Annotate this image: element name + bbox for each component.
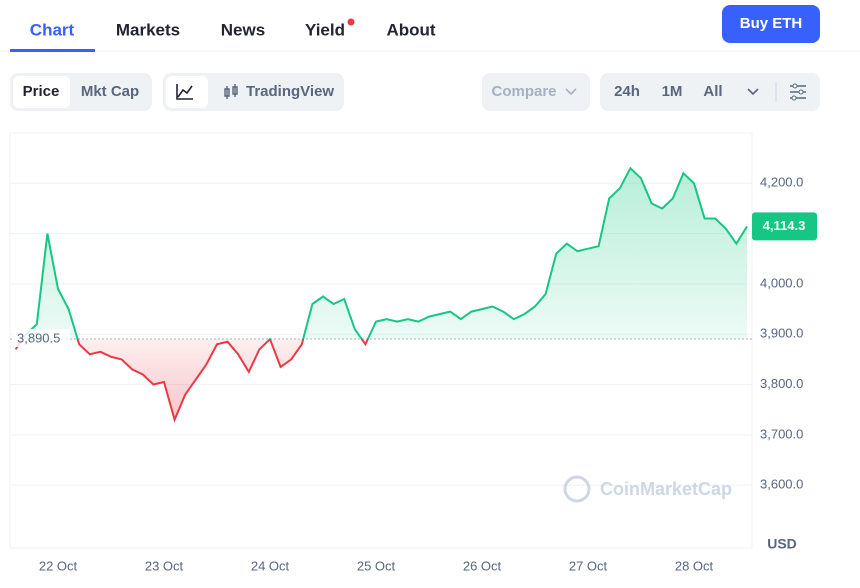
notification-dot <box>347 18 355 26</box>
plot-frame <box>9 132 753 549</box>
line-icon <box>176 84 193 100</box>
y-tick-label: 3,700.0 <box>760 426 803 441</box>
view-option[interactable]: Mkt Cap <box>81 83 139 100</box>
x-tick-label: 26 Oct <box>463 558 502 573</box>
price-tag-label: 4,114.3 <box>763 218 806 233</box>
y-tick-label: 3,800.0 <box>760 376 803 391</box>
x-tick-label: 28 Oct <box>675 558 714 573</box>
x-tick-label: 24 Oct <box>251 558 290 573</box>
y-tick-label: 3,900.0 <box>760 326 803 341</box>
nav-tab[interactable]: About <box>386 20 435 39</box>
nav-tab[interactable]: Markets <box>116 20 180 39</box>
settings-knob <box>792 83 798 89</box>
watermark-logo <box>563 475 591 503</box>
chart-type-toggle <box>163 73 344 111</box>
tab-underline <box>10 49 95 52</box>
chevron <box>565 88 577 96</box>
tradingview-option[interactable]: TradingView <box>246 83 334 100</box>
y-axis-unit: USD <box>767 536 797 552</box>
range-chevron[interactable] <box>747 88 759 96</box>
nav-tab[interactable]: News <box>221 20 265 39</box>
y-tick-label: 4,200.0 <box>760 175 803 190</box>
buy-button-label[interactable]: Buy ETH <box>740 15 803 32</box>
view-option[interactable]: Price <box>23 83 60 100</box>
watermark: CoinMarketCap <box>600 479 732 499</box>
view-selected <box>13 76 70 108</box>
price-tag <box>752 212 817 241</box>
price-area <box>15 168 748 420</box>
range-option[interactable]: 1M <box>662 83 683 100</box>
y-tick-label: 3,600.0 <box>760 477 803 492</box>
x-tick-label: 22 Oct <box>39 558 78 573</box>
baseline-label: 3,890.5 <box>17 330 60 345</box>
plot: 3,600.03,700.03,800.03,900.04,000.04,100… <box>10 166 817 573</box>
compare-label[interactable]: Compare <box>491 83 556 100</box>
x-tick-label: 23 Oct <box>145 558 184 573</box>
y-tick-label: 4,000.0 <box>760 275 803 290</box>
price-line <box>14 166 748 423</box>
x-tick-label: 27 Oct <box>569 558 608 573</box>
nav-tab[interactable]: Yield <box>305 20 345 39</box>
x-tick-label: 25 Oct <box>357 558 396 573</box>
range-option[interactable]: 24h <box>614 83 640 100</box>
candle-icon <box>224 84 238 99</box>
settings-knob <box>791 95 797 101</box>
range-option[interactable]: All <box>703 83 722 100</box>
settings-knob <box>798 89 804 95</box>
compare-button[interactable] <box>482 73 590 111</box>
tabs: Chart Markets News Yield About <box>10 18 436 52</box>
buy-button[interactable] <box>722 5 820 43</box>
nav-tab[interactable]: Chart <box>30 20 75 39</box>
baseline-label-bg <box>12 328 70 347</box>
ranges: 24h 1M All <box>614 83 723 100</box>
range-toggle <box>600 73 820 111</box>
